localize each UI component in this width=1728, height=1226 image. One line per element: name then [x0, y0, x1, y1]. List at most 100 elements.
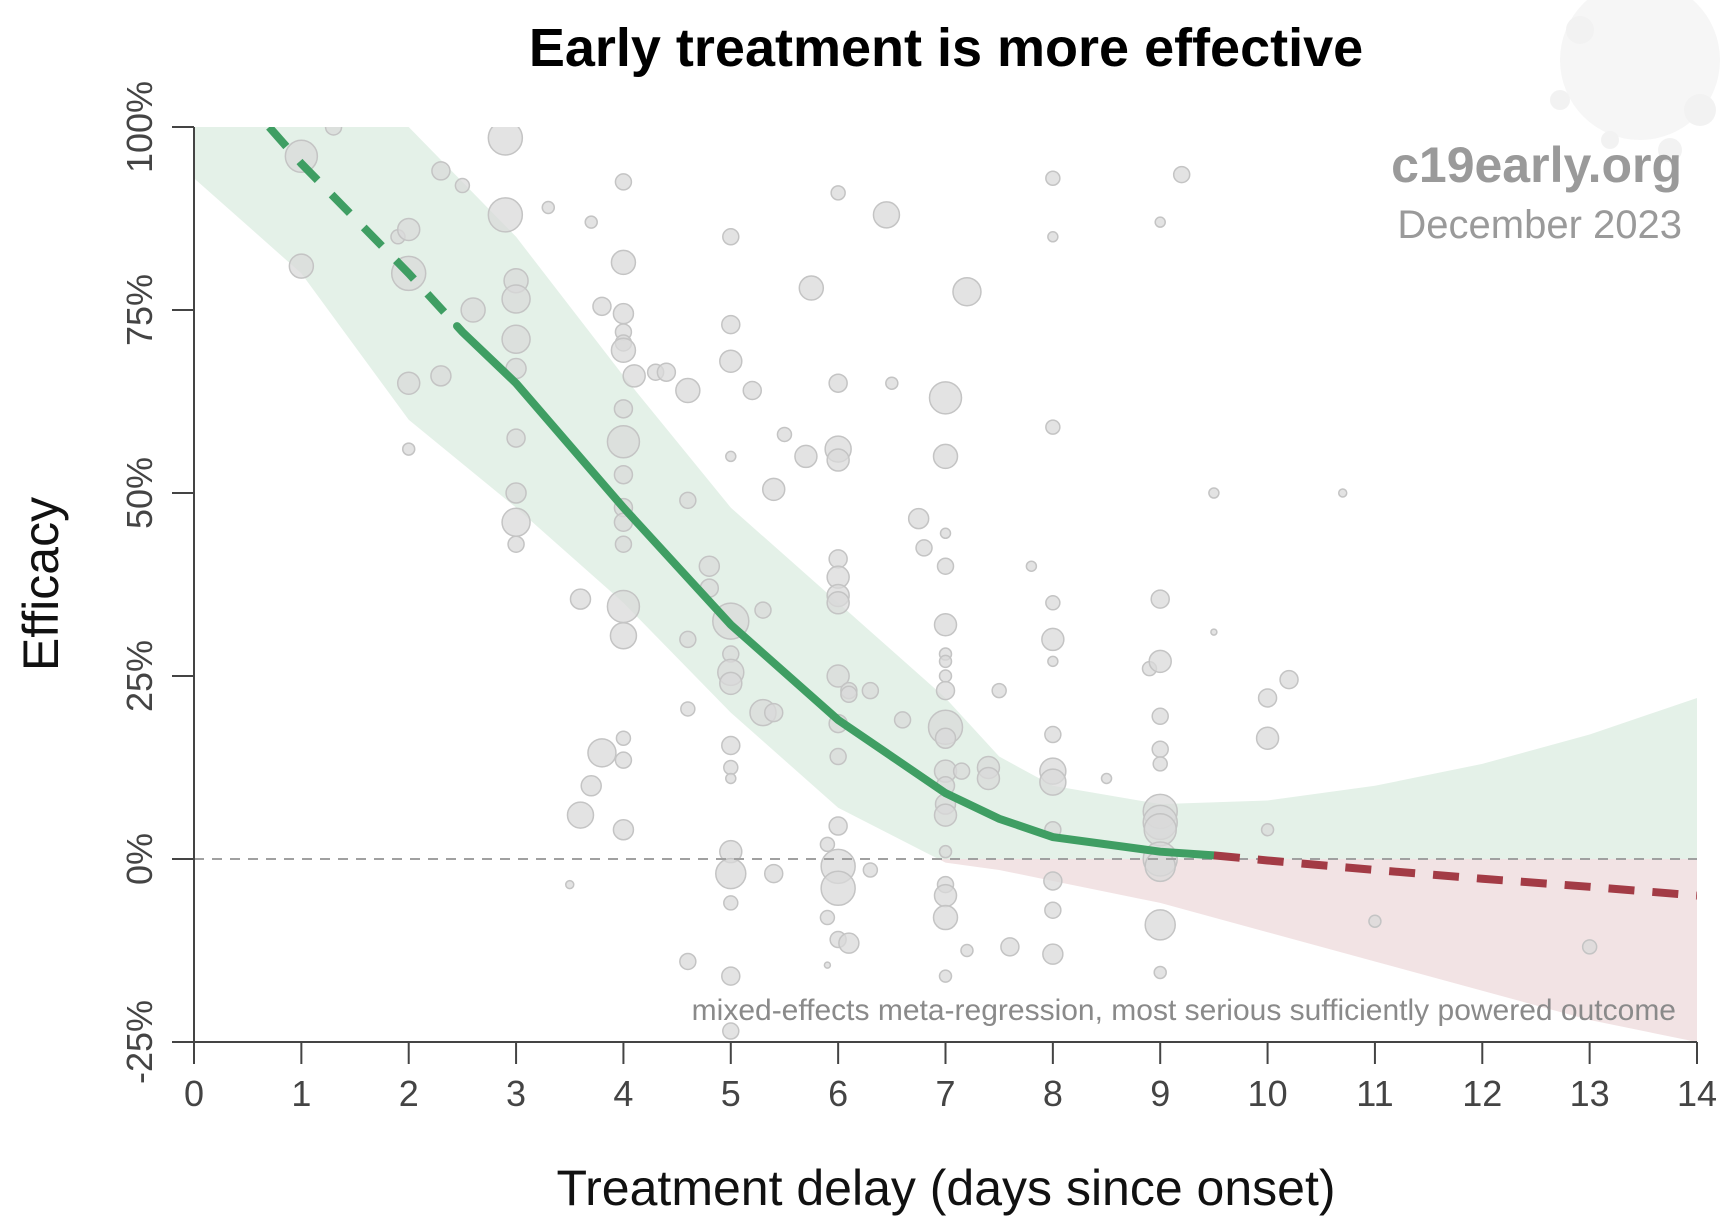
- study-point: [541, 200, 556, 215]
- study-point: [933, 883, 958, 908]
- study-point: [933, 803, 958, 827]
- watermark-date: December 2023: [1397, 203, 1682, 247]
- y-tick-label: 0%: [119, 833, 160, 885]
- study-point: [798, 275, 825, 301]
- study-point: [907, 507, 930, 530]
- y-tick-label: 75%: [119, 274, 160, 346]
- study-point: [1154, 216, 1166, 228]
- study-point: [1208, 487, 1220, 499]
- x-tick-label: 4: [613, 1073, 633, 1114]
- study-point: [721, 314, 741, 335]
- study-point: [401, 442, 416, 456]
- study-point: [613, 399, 634, 419]
- study-point: [615, 730, 632, 746]
- study-point: [1150, 589, 1170, 609]
- study-point: [506, 428, 526, 448]
- study-point: [1144, 909, 1176, 941]
- study-point: [1172, 165, 1191, 184]
- study-point: [614, 173, 633, 191]
- study-point: [938, 844, 953, 859]
- x-ticks: 0 1 2 3 4 5 6 7 8 9 10 11 12 13 14: [184, 1042, 1717, 1114]
- study-point: [952, 762, 971, 780]
- study-point: [938, 654, 953, 669]
- study-point: [1045, 170, 1061, 186]
- study-point: [656, 362, 677, 382]
- study-point: [1151, 707, 1169, 726]
- study-point: [939, 527, 952, 540]
- study-point: [606, 589, 641, 624]
- x-tick-label: 14: [1677, 1073, 1717, 1114]
- study-point: [715, 857, 747, 890]
- study-point: [952, 276, 982, 307]
- study-point: [487, 127, 524, 156]
- study-point: [569, 588, 592, 610]
- x-tick-label: 8: [1043, 1073, 1063, 1114]
- x-tick-label: 6: [828, 1073, 848, 1114]
- study-point: [819, 836, 836, 853]
- study-point: [830, 185, 846, 201]
- study-point: [725, 772, 737, 785]
- study-point: [763, 863, 784, 884]
- study-point: [862, 862, 879, 878]
- x-tick-label: 2: [399, 1073, 419, 1114]
- study-point: [840, 685, 858, 704]
- study-point: [396, 371, 421, 395]
- study-point: [613, 464, 634, 485]
- study-point: [1279, 669, 1299, 690]
- study-point: [1337, 488, 1348, 498]
- study-point: [1210, 628, 1218, 636]
- study-point: [566, 801, 595, 829]
- study-point: [680, 701, 696, 717]
- x-tick-label: 13: [1570, 1073, 1610, 1114]
- x-tick-label: 10: [1248, 1073, 1288, 1114]
- study-point: [861, 681, 880, 700]
- study-point: [1045, 595, 1061, 611]
- study-point: [610, 249, 637, 276]
- study-point: [938, 969, 953, 983]
- study-point: [614, 535, 633, 553]
- x-tick-label: 12: [1462, 1073, 1502, 1114]
- study-point: [1152, 756, 1168, 772]
- study-point: [935, 680, 956, 701]
- study-point: [719, 671, 743, 696]
- study-point: [430, 365, 452, 387]
- study-point: [1260, 822, 1275, 837]
- study-point: [1039, 768, 1067, 796]
- study-point: [742, 380, 763, 401]
- study-point: [823, 961, 832, 969]
- study-point: [587, 738, 617, 768]
- study-point: [505, 482, 527, 504]
- study-point: [976, 766, 1001, 791]
- study-point: [893, 711, 912, 729]
- study-point: [723, 895, 739, 911]
- chart-title: Early treatment is more effective: [529, 18, 1363, 78]
- study-point: [725, 450, 737, 463]
- x-tick-label: 3: [506, 1073, 526, 1114]
- study-point: [722, 1022, 740, 1040]
- study-point: [1047, 655, 1059, 668]
- fit-curve-negative: [1213, 851, 1697, 900]
- study-point: [1100, 772, 1113, 785]
- study-point: [698, 555, 721, 577]
- study-point: [487, 197, 524, 233]
- study-point: [1148, 649, 1172, 674]
- study-point: [1151, 740, 1169, 758]
- study-point: [606, 425, 641, 459]
- study-point: [1047, 231, 1059, 243]
- study-point: [761, 477, 786, 502]
- study-points: [284, 127, 1598, 1040]
- study-point: [933, 613, 958, 637]
- method-note: mixed-effects meta-regression, most seri…: [692, 994, 1676, 1027]
- study-point: [1042, 943, 1064, 965]
- study-point: [396, 217, 421, 242]
- study-point: [719, 349, 743, 373]
- study-point: [723, 759, 739, 776]
- fit-curve-extrapolated: [266, 127, 448, 315]
- study-point: [1041, 627, 1065, 652]
- x-tick-label: 5: [721, 1073, 741, 1114]
- y-tick-label: 25%: [119, 640, 160, 712]
- study-point: [284, 139, 319, 174]
- study-point: [828, 373, 848, 393]
- x-tick-label: 7: [935, 1073, 955, 1114]
